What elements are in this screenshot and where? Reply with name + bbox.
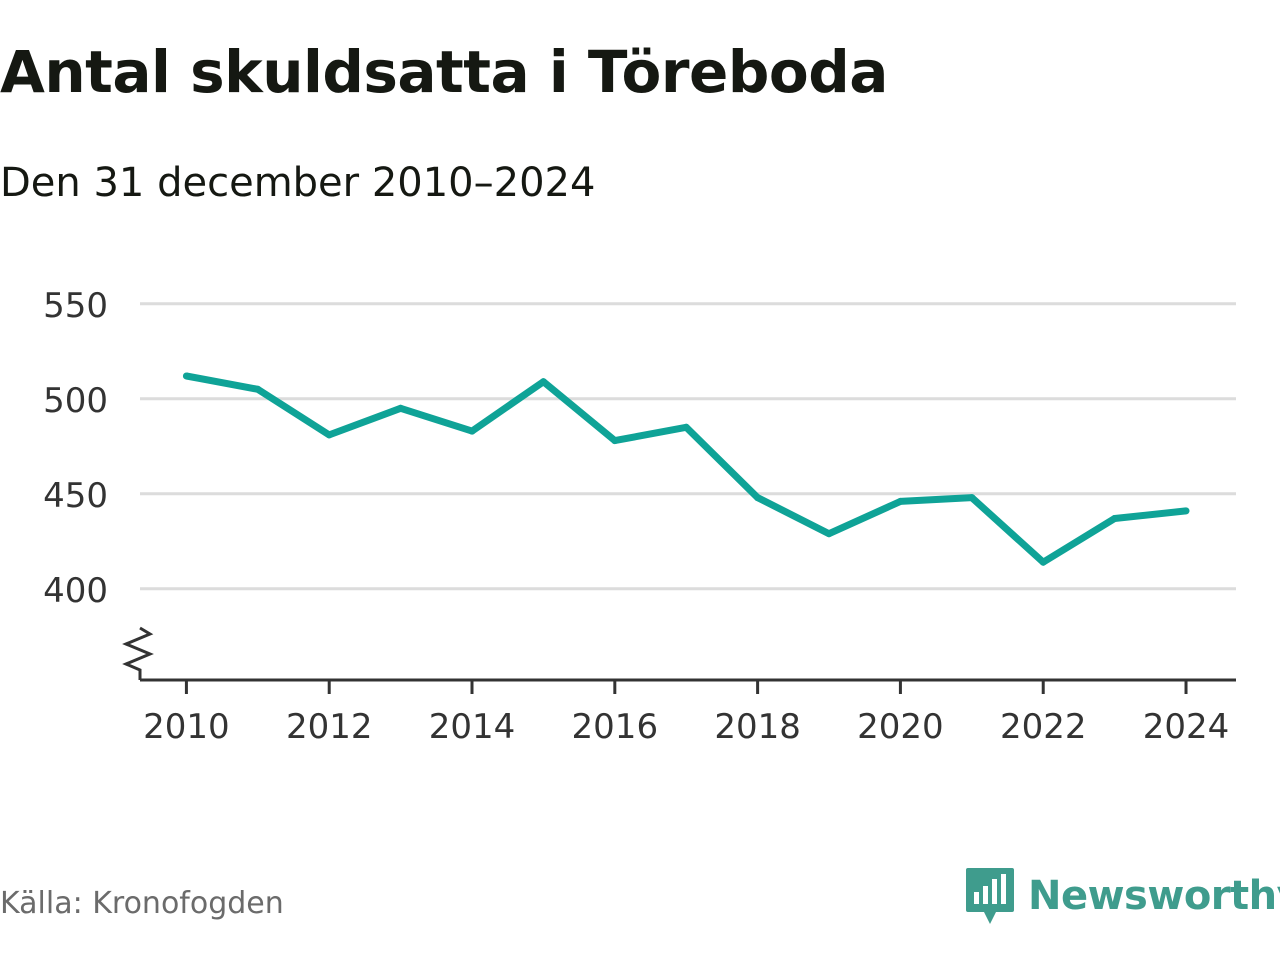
series-line [185, 372, 1187, 566]
data-point [611, 437, 619, 445]
data-point [539, 378, 547, 386]
data-point [182, 372, 190, 380]
x-tick-labels: 2010 2012 2014 2016 2018 2020 2022 2024 [143, 707, 1229, 747]
grid-lines [140, 302, 1236, 591]
data-points [182, 372, 1190, 566]
x-tick-label: 2018 [714, 707, 801, 747]
data-point [1111, 515, 1119, 522]
data-point [397, 404, 405, 412]
y-tick-labels: 400 450 500 550 [43, 286, 108, 611]
x-tick-label: 2012 [286, 707, 373, 747]
data-point [1039, 558, 1047, 566]
y-tick-label: 500 [43, 381, 108, 421]
line-chart: 400 450 500 550 2010 2012 2014 2016 2018 2020 202… [43, 286, 1236, 747]
data-point [1182, 507, 1190, 515]
x-tick-label: 2010 [143, 707, 230, 747]
data-point [468, 427, 476, 435]
data-point [896, 497, 904, 505]
data-point [325, 431, 333, 439]
newsworthy-logo-icon [966, 868, 1014, 924]
x-tick-label: 2024 [1143, 707, 1230, 747]
x-ticks [184, 680, 1188, 694]
data-point [682, 423, 690, 431]
brand-logo: Newsworthy [964, 866, 1280, 926]
y-tick-label: 450 [43, 476, 108, 516]
data-point [254, 385, 262, 393]
x-tick-label: 2022 [1000, 707, 1087, 747]
data-point [968, 494, 976, 502]
brand-name: Newsworthy [1028, 873, 1280, 919]
x-tick-label: 2014 [429, 707, 516, 747]
x-tick-label: 2020 [857, 707, 944, 747]
data-point [825, 530, 833, 538]
chart-subtitle: Den 31 december 2010–2024 [0, 160, 596, 206]
y-axis-break-icon [122, 626, 154, 680]
source-note: Källa: Kronofogden [0, 886, 284, 921]
y-tick-label: 550 [43, 286, 108, 326]
data-point [754, 494, 762, 502]
x-tick-label: 2016 [572, 707, 659, 747]
chart-title: Antal skuldsatta i Töreboda [0, 38, 888, 106]
y-tick-label: 400 [43, 571, 108, 611]
